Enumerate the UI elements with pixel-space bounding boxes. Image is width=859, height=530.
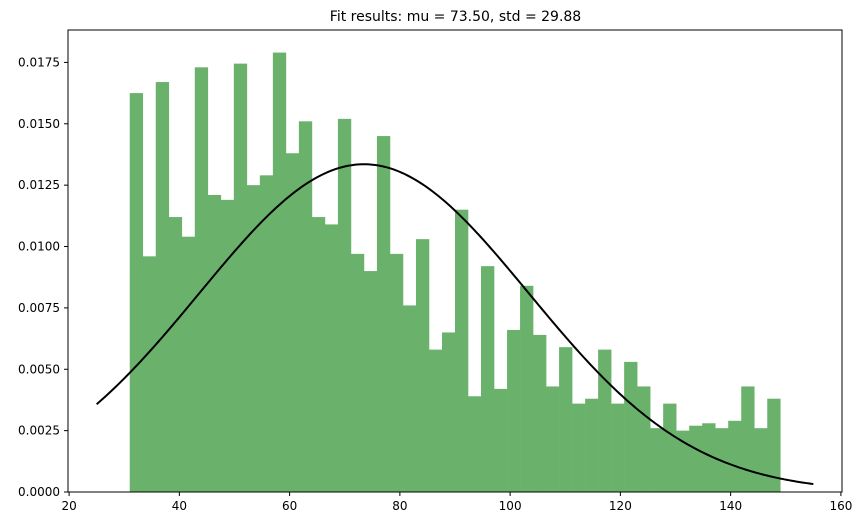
histogram-bar (754, 428, 768, 492)
histogram-bar (663, 403, 677, 492)
histogram-bar (689, 425, 703, 492)
histogram-bar (676, 430, 690, 492)
x-tick-label: 60 (282, 499, 297, 513)
histogram-bar (415, 239, 430, 492)
fit-curve-layer (96, 163, 814, 486)
y-tick-label: 0.0025 (18, 424, 60, 438)
y-tick-label: 0.0100 (18, 240, 60, 254)
y-tick-label: 0.0000 (18, 485, 60, 499)
histogram-bar (585, 398, 599, 492)
y-tick-label: 0.0050 (18, 362, 60, 376)
histogram-bar (494, 388, 508, 492)
histogram-bar (376, 136, 391, 492)
histogram-bar (546, 386, 560, 492)
histogram-bar (324, 224, 339, 492)
histogram-bar (650, 428, 664, 492)
histogram-bar (728, 420, 742, 492)
x-tick-label: 40 (172, 499, 187, 513)
histogram-bar (337, 118, 352, 492)
histogram-bar (402, 305, 417, 492)
y-tick-label: 0.0075 (18, 301, 60, 315)
histogram-bar (637, 386, 651, 492)
histogram-bar (207, 194, 222, 492)
histogram-bar (767, 398, 781, 492)
histogram-bar (702, 423, 716, 492)
x-tick-label: 140 (719, 499, 742, 513)
histogram-bar (441, 332, 456, 492)
histogram-bar (259, 175, 274, 493)
histogram-bar (611, 403, 625, 492)
histogram-bar (155, 82, 170, 492)
fit-curve-line (96, 163, 814, 486)
histogram-bar (507, 329, 521, 492)
histogram-bar (220, 199, 235, 492)
axes-layer: 20 40 60 80 100 120 140 160 0.0000 0.0025 0.0050 0.… (18, 29, 852, 513)
chart-title: Fit results: mu = 73.50, std = 29.88 (330, 9, 581, 25)
histogram-bar (363, 271, 378, 492)
x-tick-label: 80 (392, 499, 407, 513)
x-tick-label: 20 (61, 499, 76, 513)
histogram-bar (624, 361, 638, 492)
histogram-bar (559, 347, 573, 492)
histogram-bar (129, 93, 144, 492)
histogram-bar (481, 266, 495, 492)
histogram-bar (168, 217, 183, 492)
x-tick-label: 160 (829, 499, 852, 513)
histogram-bar (246, 185, 261, 493)
histogram-bar (598, 349, 612, 492)
histogram-bar (181, 236, 196, 492)
y-tick-label: 0.0175 (18, 55, 60, 69)
histogram-bar (455, 209, 469, 492)
histogram-bar (572, 403, 586, 492)
histogram-bar (533, 334, 547, 492)
histogram-bar (520, 285, 534, 492)
x-tick-label: 100 (499, 499, 522, 513)
histogram-bar (142, 256, 157, 492)
bars-layer (129, 52, 781, 493)
histogram-bar (428, 349, 443, 492)
histogram-bar (194, 67, 209, 492)
histogram-bar (311, 217, 326, 492)
histogram-bar (350, 253, 365, 492)
histogram-bar (389, 253, 404, 492)
histogram-bar (298, 121, 313, 492)
histogram-bar (285, 153, 300, 492)
histogram-bar (741, 386, 755, 492)
y-tick-label: 0.0125 (18, 178, 60, 192)
histogram-bar (272, 52, 287, 493)
histogram-bar (468, 396, 482, 492)
x-tick-label: 120 (609, 499, 632, 513)
y-tick-label: 0.0150 (18, 117, 60, 131)
plot-frame (67, 29, 843, 493)
histogram-bar (233, 63, 248, 492)
